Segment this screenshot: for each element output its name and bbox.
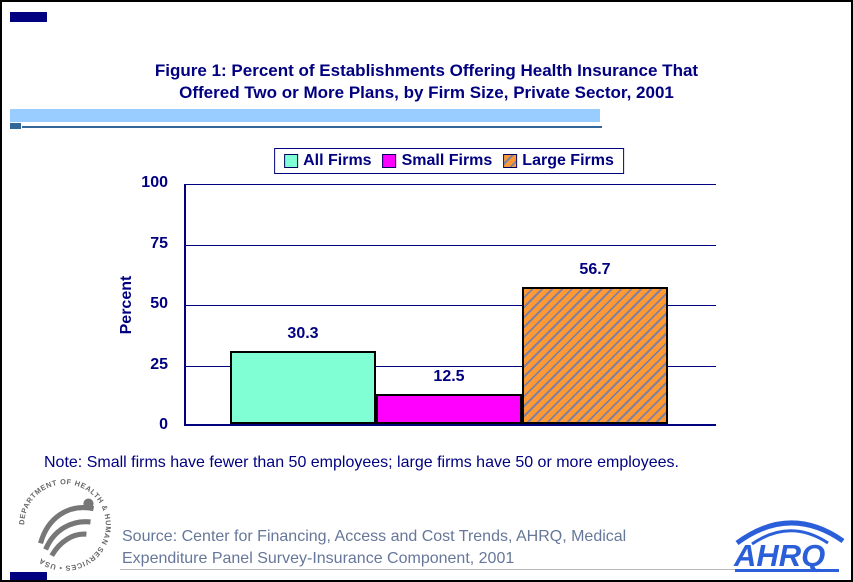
ahrq-swoosh-icon <box>735 520 845 546</box>
gridline-50 <box>186 305 716 306</box>
y-tick-label-75: 75 <box>150 234 168 252</box>
source-line1: Source: Center for Financing, Access and… <box>122 528 627 545</box>
legend-swatch-icon <box>284 154 299 168</box>
ahrq-underline <box>735 569 839 572</box>
bar-value-label-large-firms: 56.7 <box>579 260 611 278</box>
gridline-75 <box>186 244 716 246</box>
y-tick-label-100: 100 <box>141 174 168 191</box>
source-line2: Expenditure Panel Survey-Insurance Compo… <box>122 550 515 567</box>
footnote: Note: Small firms have fewer than 50 emp… <box>44 454 679 471</box>
y-tick-label-25: 25 <box>150 355 168 373</box>
bar-value-label-small-firms: 12.5 <box>433 367 465 385</box>
footer-rule <box>120 569 742 570</box>
bar-value-label-all-firms: 30.3 <box>287 324 319 342</box>
y-tick-label-0: 0 <box>159 416 168 433</box>
legend-label: All Firms <box>303 152 372 169</box>
legend: All Firms Small Firms Large Firms <box>274 148 624 174</box>
ahrq-logo: AHRQ <box>733 520 845 573</box>
top-left-accent-bar <box>10 12 47 22</box>
chart-title-line2: Offered Two or More Plans, by Firm Size,… <box>179 83 674 102</box>
legend-swatch-icon <box>382 154 397 168</box>
ahrq-logo-text: AHRQ <box>733 538 825 573</box>
legend-label: Large Firms <box>522 152 614 169</box>
legend-label: Small Firms <box>401 152 493 169</box>
plot-area: 30.3 12.5 56.7 <box>184 184 716 426</box>
bottom-left-accent-bar <box>10 572 47 580</box>
legend-item-all-firms: All Firms <box>284 152 372 170</box>
hhs-eagle-icon <box>38 498 95 557</box>
gridline-100 <box>186 184 716 185</box>
y-tick-label-50: 50 <box>150 295 168 312</box>
title-divider-underline <box>22 126 602 128</box>
title-divider-nub <box>10 123 21 129</box>
chart-title-line1: Figure 1: Percent of Establishments Offe… <box>154 61 699 80</box>
y-axis-ticks: 0 25 50 75 100 <box>128 174 176 433</box>
legend-item-small-firms: Small Firms <box>382 152 493 170</box>
legend-item-large-firms: Large Firms <box>503 152 614 170</box>
bar-small-firms <box>376 393 522 424</box>
gridline-25 <box>186 365 716 367</box>
chart-title: Figure 1: Percent of Establishments Offe… <box>2 60 851 104</box>
hhs-seal-logo: DEPARTMENT OF HEALTH & HUMAN SERVICES • … <box>17 477 112 573</box>
bar-all-firms <box>230 350 376 424</box>
legend-swatch-icon <box>503 154 518 168</box>
bar-large-firms <box>522 286 668 424</box>
title-divider-bar <box>10 109 600 122</box>
source-text: Source: Center for Financing, Access and… <box>122 526 626 570</box>
